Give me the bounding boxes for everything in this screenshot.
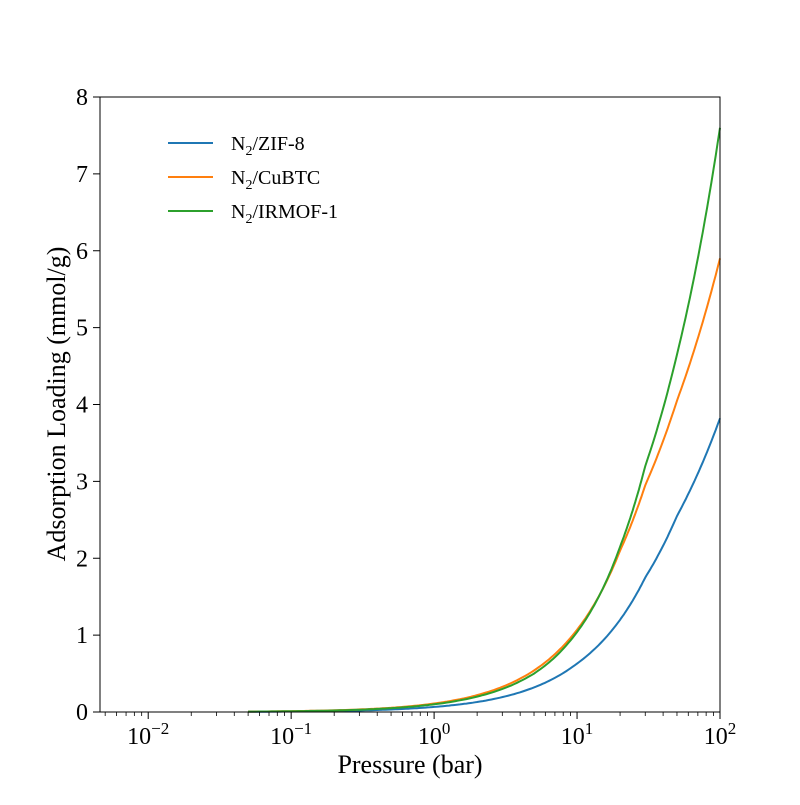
y-tick-label: 1 [76, 623, 88, 649]
series-line-0 [248, 417, 721, 713]
legend-label: N2/IRMOF-1 [231, 201, 338, 227]
y-tick-label: 7 [76, 162, 88, 188]
x-tick-label: 102 [704, 719, 737, 750]
x-tick-label: 10−1 [270, 719, 312, 750]
legend-item: N2/ZIF-8 [168, 133, 305, 159]
legend-label: N2/ZIF-8 [231, 133, 305, 159]
legend: N2/ZIF-8 N2/CuBTC N2/IRMOF-1 [168, 133, 338, 227]
y-axis: 0 1 2 3 4 5 6 7 8 [76, 85, 100, 726]
legend-item: N2/IRMOF-1 [168, 201, 338, 227]
legend-label: N2/CuBTC [231, 167, 320, 193]
series-line-1 [248, 258, 721, 713]
y-tick-label: 3 [76, 469, 88, 495]
y-tick-label: 8 [76, 85, 88, 111]
x-axis: 10−2 10−1 100 101 102 [104, 712, 737, 750]
y-axis-label: Adsorption Loading (mmol/g) [42, 247, 71, 562]
series-line-2 [248, 127, 721, 713]
x-axis-label: Pressure (bar) [337, 750, 482, 779]
y-tick-label: 6 [76, 239, 88, 265]
x-tick-label: 101 [561, 719, 594, 750]
x-tick-label: 100 [418, 719, 451, 750]
legend-item: N2/CuBTC [168, 167, 320, 193]
y-tick-label: 5 [76, 316, 88, 342]
plot-frame [99, 96, 721, 713]
curves [248, 127, 721, 713]
y-tick-label: 4 [76, 393, 88, 419]
x-tick-label: 10−2 [127, 719, 169, 750]
y-tick-label: 0 [76, 700, 88, 726]
y-tick-label: 2 [76, 546, 88, 572]
